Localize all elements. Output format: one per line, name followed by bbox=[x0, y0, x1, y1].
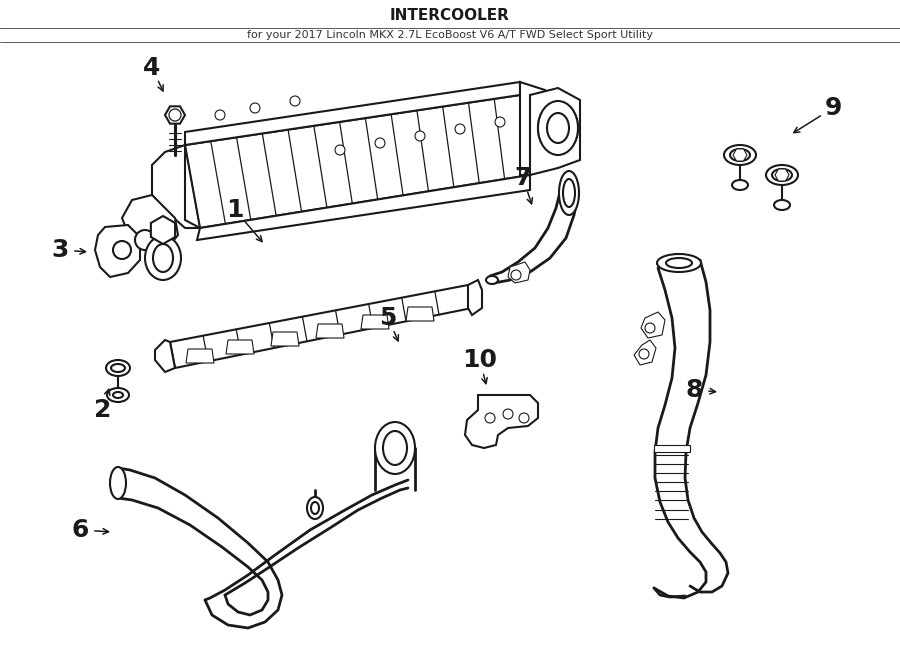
Polygon shape bbox=[775, 169, 789, 181]
Ellipse shape bbox=[547, 113, 569, 143]
Circle shape bbox=[511, 270, 521, 280]
Ellipse shape bbox=[107, 388, 129, 402]
Circle shape bbox=[335, 145, 345, 155]
Circle shape bbox=[519, 413, 529, 423]
Polygon shape bbox=[361, 315, 389, 329]
Circle shape bbox=[645, 323, 655, 333]
Polygon shape bbox=[406, 307, 434, 321]
Polygon shape bbox=[530, 88, 580, 175]
Text: for your 2017 Lincoln MKX 2.7L EcoBoost V6 A/T FWD Select Sport Utility: for your 2017 Lincoln MKX 2.7L EcoBoost … bbox=[247, 30, 653, 40]
Circle shape bbox=[290, 96, 300, 106]
Polygon shape bbox=[185, 82, 520, 145]
Circle shape bbox=[169, 109, 181, 121]
Ellipse shape bbox=[559, 171, 579, 215]
Ellipse shape bbox=[486, 276, 498, 284]
Polygon shape bbox=[520, 82, 550, 175]
Ellipse shape bbox=[766, 165, 798, 185]
Polygon shape bbox=[185, 95, 530, 228]
Ellipse shape bbox=[538, 101, 578, 155]
Ellipse shape bbox=[311, 502, 319, 514]
Text: 3: 3 bbox=[51, 238, 68, 262]
Polygon shape bbox=[634, 340, 656, 365]
Polygon shape bbox=[468, 280, 482, 315]
Ellipse shape bbox=[538, 102, 578, 154]
Text: 6: 6 bbox=[71, 518, 89, 542]
Text: 7: 7 bbox=[514, 166, 532, 190]
Polygon shape bbox=[186, 349, 214, 363]
Polygon shape bbox=[226, 340, 254, 354]
Polygon shape bbox=[122, 195, 178, 248]
Polygon shape bbox=[733, 149, 747, 161]
Circle shape bbox=[135, 230, 155, 250]
Text: 10: 10 bbox=[463, 348, 498, 372]
Polygon shape bbox=[95, 225, 140, 277]
Ellipse shape bbox=[772, 169, 792, 181]
Text: 5: 5 bbox=[379, 306, 397, 330]
Circle shape bbox=[639, 349, 649, 359]
Ellipse shape bbox=[106, 360, 130, 376]
Ellipse shape bbox=[774, 200, 790, 210]
Ellipse shape bbox=[153, 244, 173, 272]
Ellipse shape bbox=[657, 254, 701, 272]
Polygon shape bbox=[151, 216, 176, 244]
Ellipse shape bbox=[307, 497, 323, 519]
Polygon shape bbox=[271, 332, 299, 346]
Text: 4: 4 bbox=[143, 56, 161, 80]
Polygon shape bbox=[155, 340, 175, 372]
Polygon shape bbox=[465, 395, 538, 448]
Polygon shape bbox=[197, 175, 530, 240]
Circle shape bbox=[485, 413, 495, 423]
Circle shape bbox=[215, 110, 225, 120]
Circle shape bbox=[415, 131, 425, 141]
Ellipse shape bbox=[375, 422, 415, 474]
Ellipse shape bbox=[563, 179, 575, 207]
Ellipse shape bbox=[730, 149, 750, 161]
Circle shape bbox=[113, 241, 131, 259]
Circle shape bbox=[250, 103, 260, 113]
Polygon shape bbox=[654, 445, 690, 452]
Polygon shape bbox=[641, 312, 665, 338]
Polygon shape bbox=[170, 285, 472, 368]
Ellipse shape bbox=[546, 111, 570, 145]
Circle shape bbox=[503, 409, 513, 419]
Text: 2: 2 bbox=[94, 398, 112, 422]
Text: INTERCOOLER: INTERCOOLER bbox=[390, 9, 510, 24]
Ellipse shape bbox=[110, 467, 126, 499]
Ellipse shape bbox=[724, 145, 756, 165]
Ellipse shape bbox=[113, 392, 123, 398]
Polygon shape bbox=[508, 262, 530, 283]
Text: 9: 9 bbox=[824, 96, 842, 120]
Ellipse shape bbox=[111, 364, 125, 372]
Text: 1: 1 bbox=[226, 198, 244, 222]
Ellipse shape bbox=[383, 431, 407, 465]
Circle shape bbox=[495, 117, 505, 127]
Ellipse shape bbox=[145, 236, 181, 280]
Polygon shape bbox=[316, 324, 344, 338]
Polygon shape bbox=[165, 106, 185, 124]
Circle shape bbox=[375, 138, 385, 148]
Ellipse shape bbox=[666, 258, 692, 268]
Polygon shape bbox=[152, 145, 200, 228]
Circle shape bbox=[455, 124, 465, 134]
Text: 8: 8 bbox=[685, 378, 703, 402]
Ellipse shape bbox=[732, 180, 748, 190]
